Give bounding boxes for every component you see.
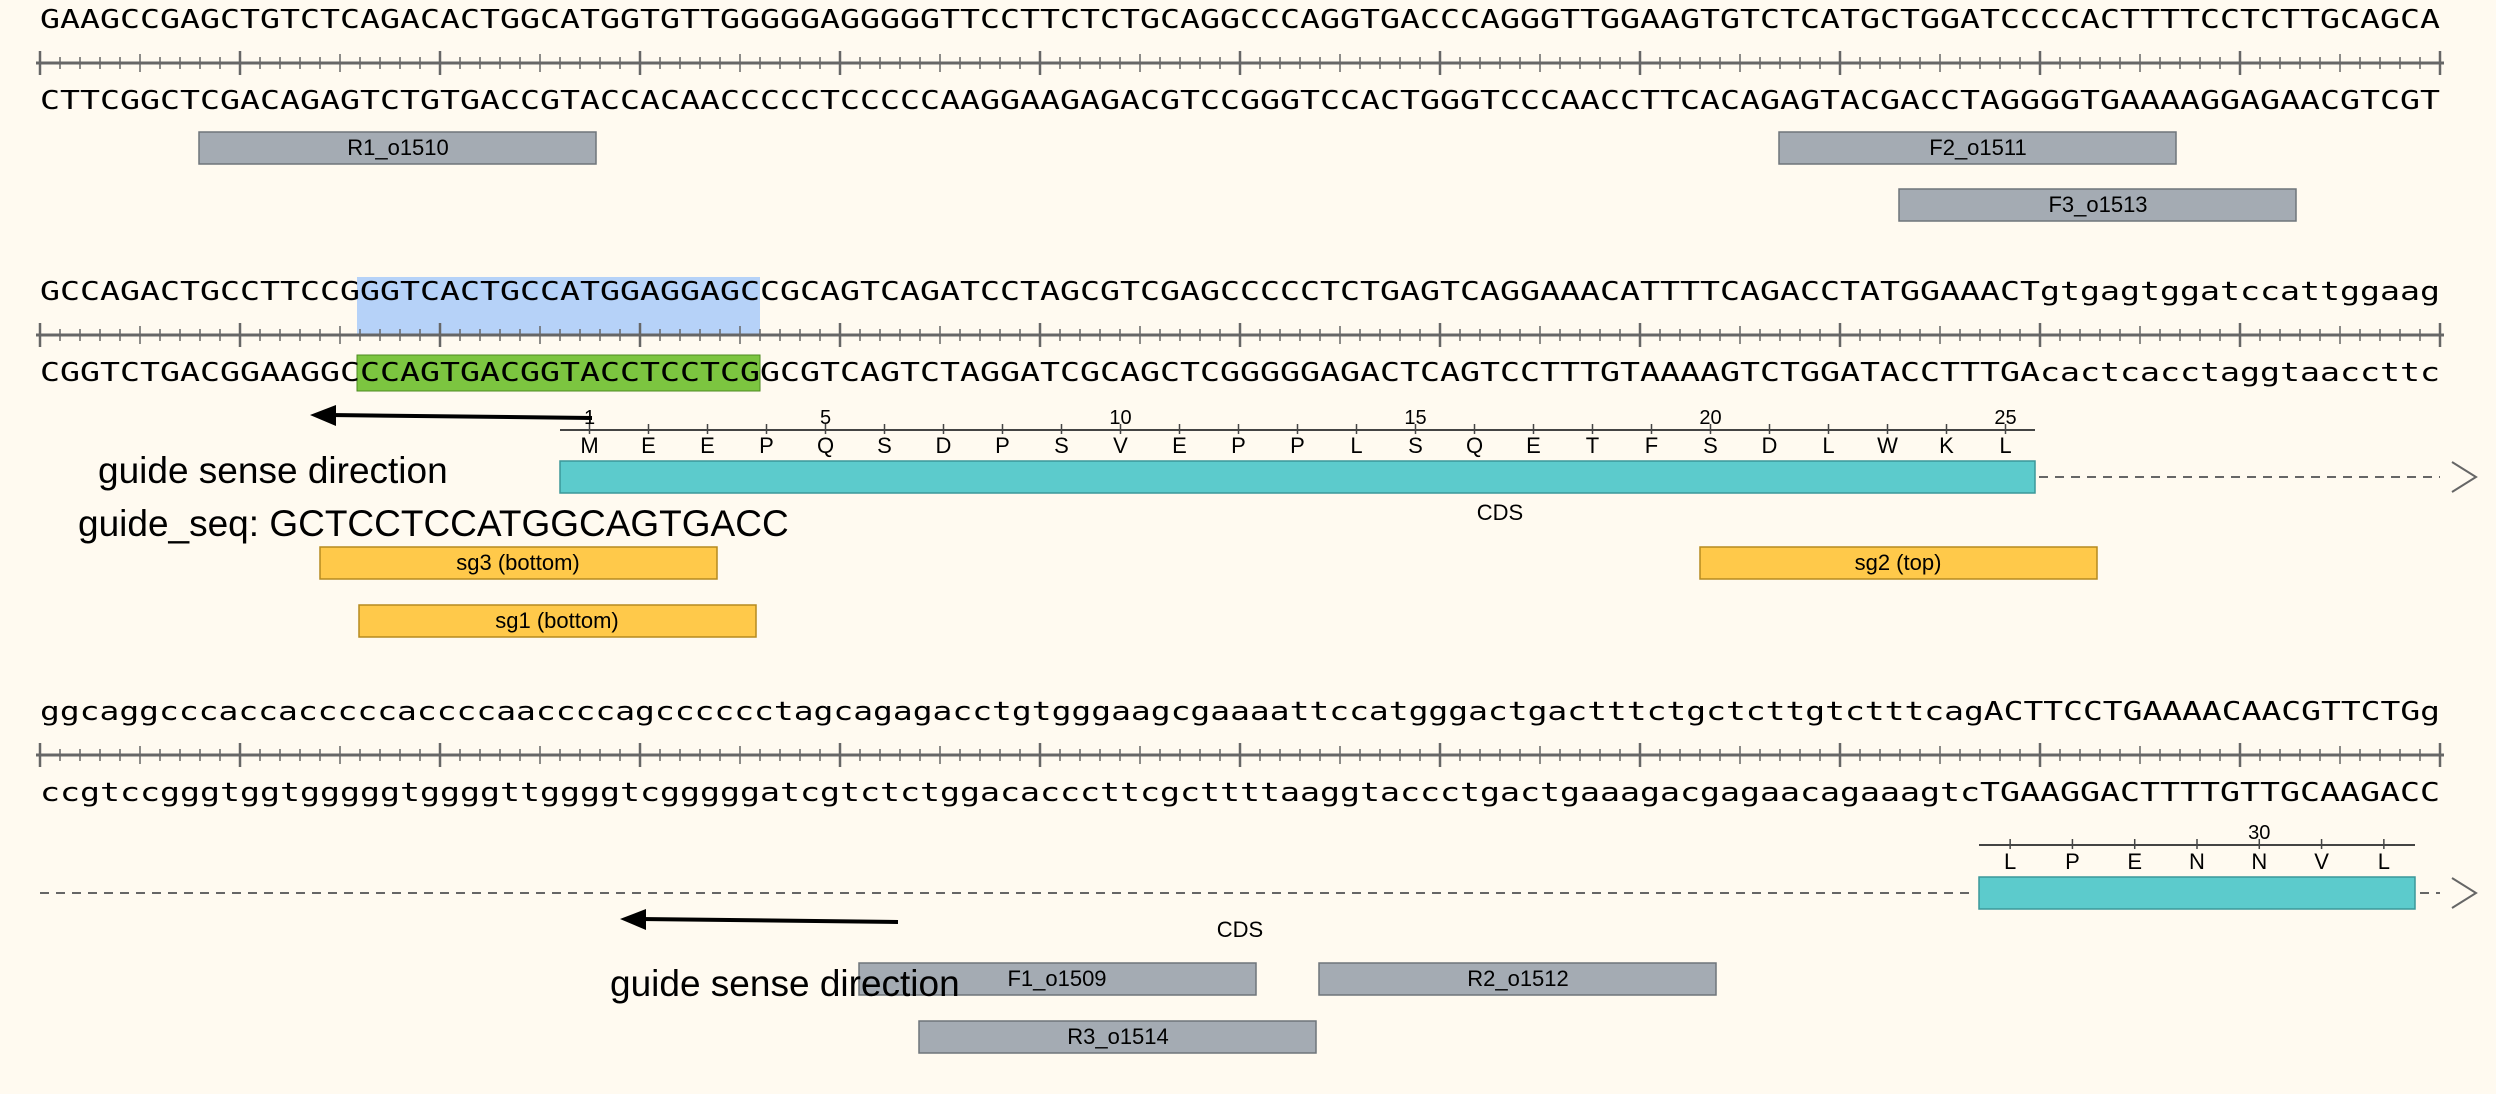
aa2-residue: E [2127,849,2142,874]
sequence-bottom-strand[interactable]: ccgtccgggtggtgggggtggggttggggtcgggggatcg… [40,778,2440,808]
guide-sg2-label: sg2 (top) [1855,550,1942,575]
primer-f3-label: F3_o1513 [2048,192,2147,217]
sequence-top-strand[interactable]: ggcaggcccaccacccccaccccaaccccagcccccctag… [40,697,2440,727]
aa1-residue: S [877,433,892,458]
aa2-residue: N [2251,849,2267,874]
aa1-residue: P [759,433,774,458]
primer-f1[interactable]: F1_o1509 [858,962,1257,996]
aa1-position-tick: 5 [820,407,831,429]
aa1-residue: S [1408,433,1423,458]
primer-f2[interactable]: F2_o1511 [1778,131,2177,165]
sequence-bottom-strand[interactable]: CTTCGGCTCGACAGAGTCTGTGACCGTACCACAACCCCCT… [40,86,2440,116]
aa1-residue: Q [1466,433,1483,458]
aa1-residue: L [1350,433,1362,458]
guide-highlight-top [357,277,760,335]
primer-r3-label: R3_o1514 [1067,1024,1169,1049]
aa1-residue: E [1172,433,1187,458]
aa1-residue: K [1939,433,1954,458]
primer-r2-label: R2_o1512 [1467,966,1569,991]
aa1-position-tick: 25 [1994,407,2016,429]
cds-label-2: CDS [1217,917,1263,942]
guide-sg2[interactable]: sg2 (top) [1699,546,2098,580]
aa2-residue: L [2378,849,2390,874]
guide-sense-label-2: guide sense direction [610,963,960,1004]
aa1-residue: L [1822,433,1834,458]
aa1-position-tick: 10 [1109,407,1131,429]
aa1-residue: T [1586,433,1599,458]
sequence-bottom-strand[interactable]: CGGTCTGACGGAAGGCCCAGTGACGGTACCTCCTCGGCGT… [40,358,2440,388]
primer-r1-label: R1_o1510 [347,135,449,160]
aa1-residue: V [1113,433,1128,458]
aa1-residue: F [1645,433,1658,458]
aa2-residue: P [2065,849,2080,874]
aa1-residue: M [580,433,598,458]
guide-highlight-bottom [356,354,761,392]
aa1-residue: L [1999,433,2011,458]
aa1-residue: P [995,433,1010,458]
aa1-residue: Q [817,433,834,458]
aa2-residue: V [2314,849,2329,874]
guide-direction-arrow-2 [620,909,899,930]
cds-feature-1[interactable]: CDS [559,460,2478,525]
sequence-top-strand[interactable]: GAAGCCGAGCTGTCTCAGACACTGGCATGGTGTTGGGGGA… [40,5,2440,35]
primer-r3[interactable]: R3_o1514 [918,1020,1317,1054]
guide-sg1-label: sg1 (bottom) [495,608,619,633]
aa1-residue: E [700,433,715,458]
primer-f2-label: F2_o1511 [1929,135,2026,160]
guide-direction-arrow-1 [310,405,593,426]
primer-f3[interactable]: F3_o1513 [1898,188,2297,222]
guide-sense-label-1: guide sense direction [98,450,448,491]
aa1-residue: E [641,433,656,458]
ruler [36,51,2444,75]
guide-sg3-label: sg3 (bottom) [456,550,580,575]
aa1-residue: S [1054,433,1069,458]
primer-r2[interactable]: R2_o1512 [1318,962,1717,996]
guide-seq-label: guide_seq: GCTCCTCCATGGCAGTGACC [78,503,789,544]
cds-label-1: CDS [1477,500,1523,525]
sequence-top-strand[interactable]: GCCAGACTGCCTTCCGGGTCACTGCCATGGAGGAGCCGCA… [40,277,2440,307]
aa1-residue: P [1290,433,1305,458]
aa1-residue: S [1703,433,1718,458]
primer-r1[interactable]: R1_o1510 [198,131,597,165]
aa1-position-tick: 20 [1699,407,1721,429]
aa2-residue: N [2189,849,2205,874]
ruler [36,743,2444,767]
aa1-residue: E [1526,433,1541,458]
aa1-residue: W [1877,433,1898,458]
cds-feature-2[interactable]: CDS [40,876,2478,942]
aa1-residue: D [1762,433,1778,458]
aa1-position-tick: 15 [1404,407,1426,429]
translation-track-1: MEEPQSDPSVEPPLSQETFSDLWKL1510152025 [560,407,2035,458]
guide-sg3[interactable]: sg3 (bottom) [319,546,718,580]
aa2-residue: L [2004,849,2016,874]
translation-track-2: L P E N N V L 30 [1979,822,2415,874]
guide-sg1[interactable]: sg1 (bottom) [358,604,757,638]
aa1-residue: D [936,433,952,458]
primer-f1-label: F1_o1509 [1007,966,1106,991]
aa1-residue: P [1231,433,1246,458]
ruler [36,323,2444,347]
aa2-position-tick: 30 [2248,822,2270,844]
